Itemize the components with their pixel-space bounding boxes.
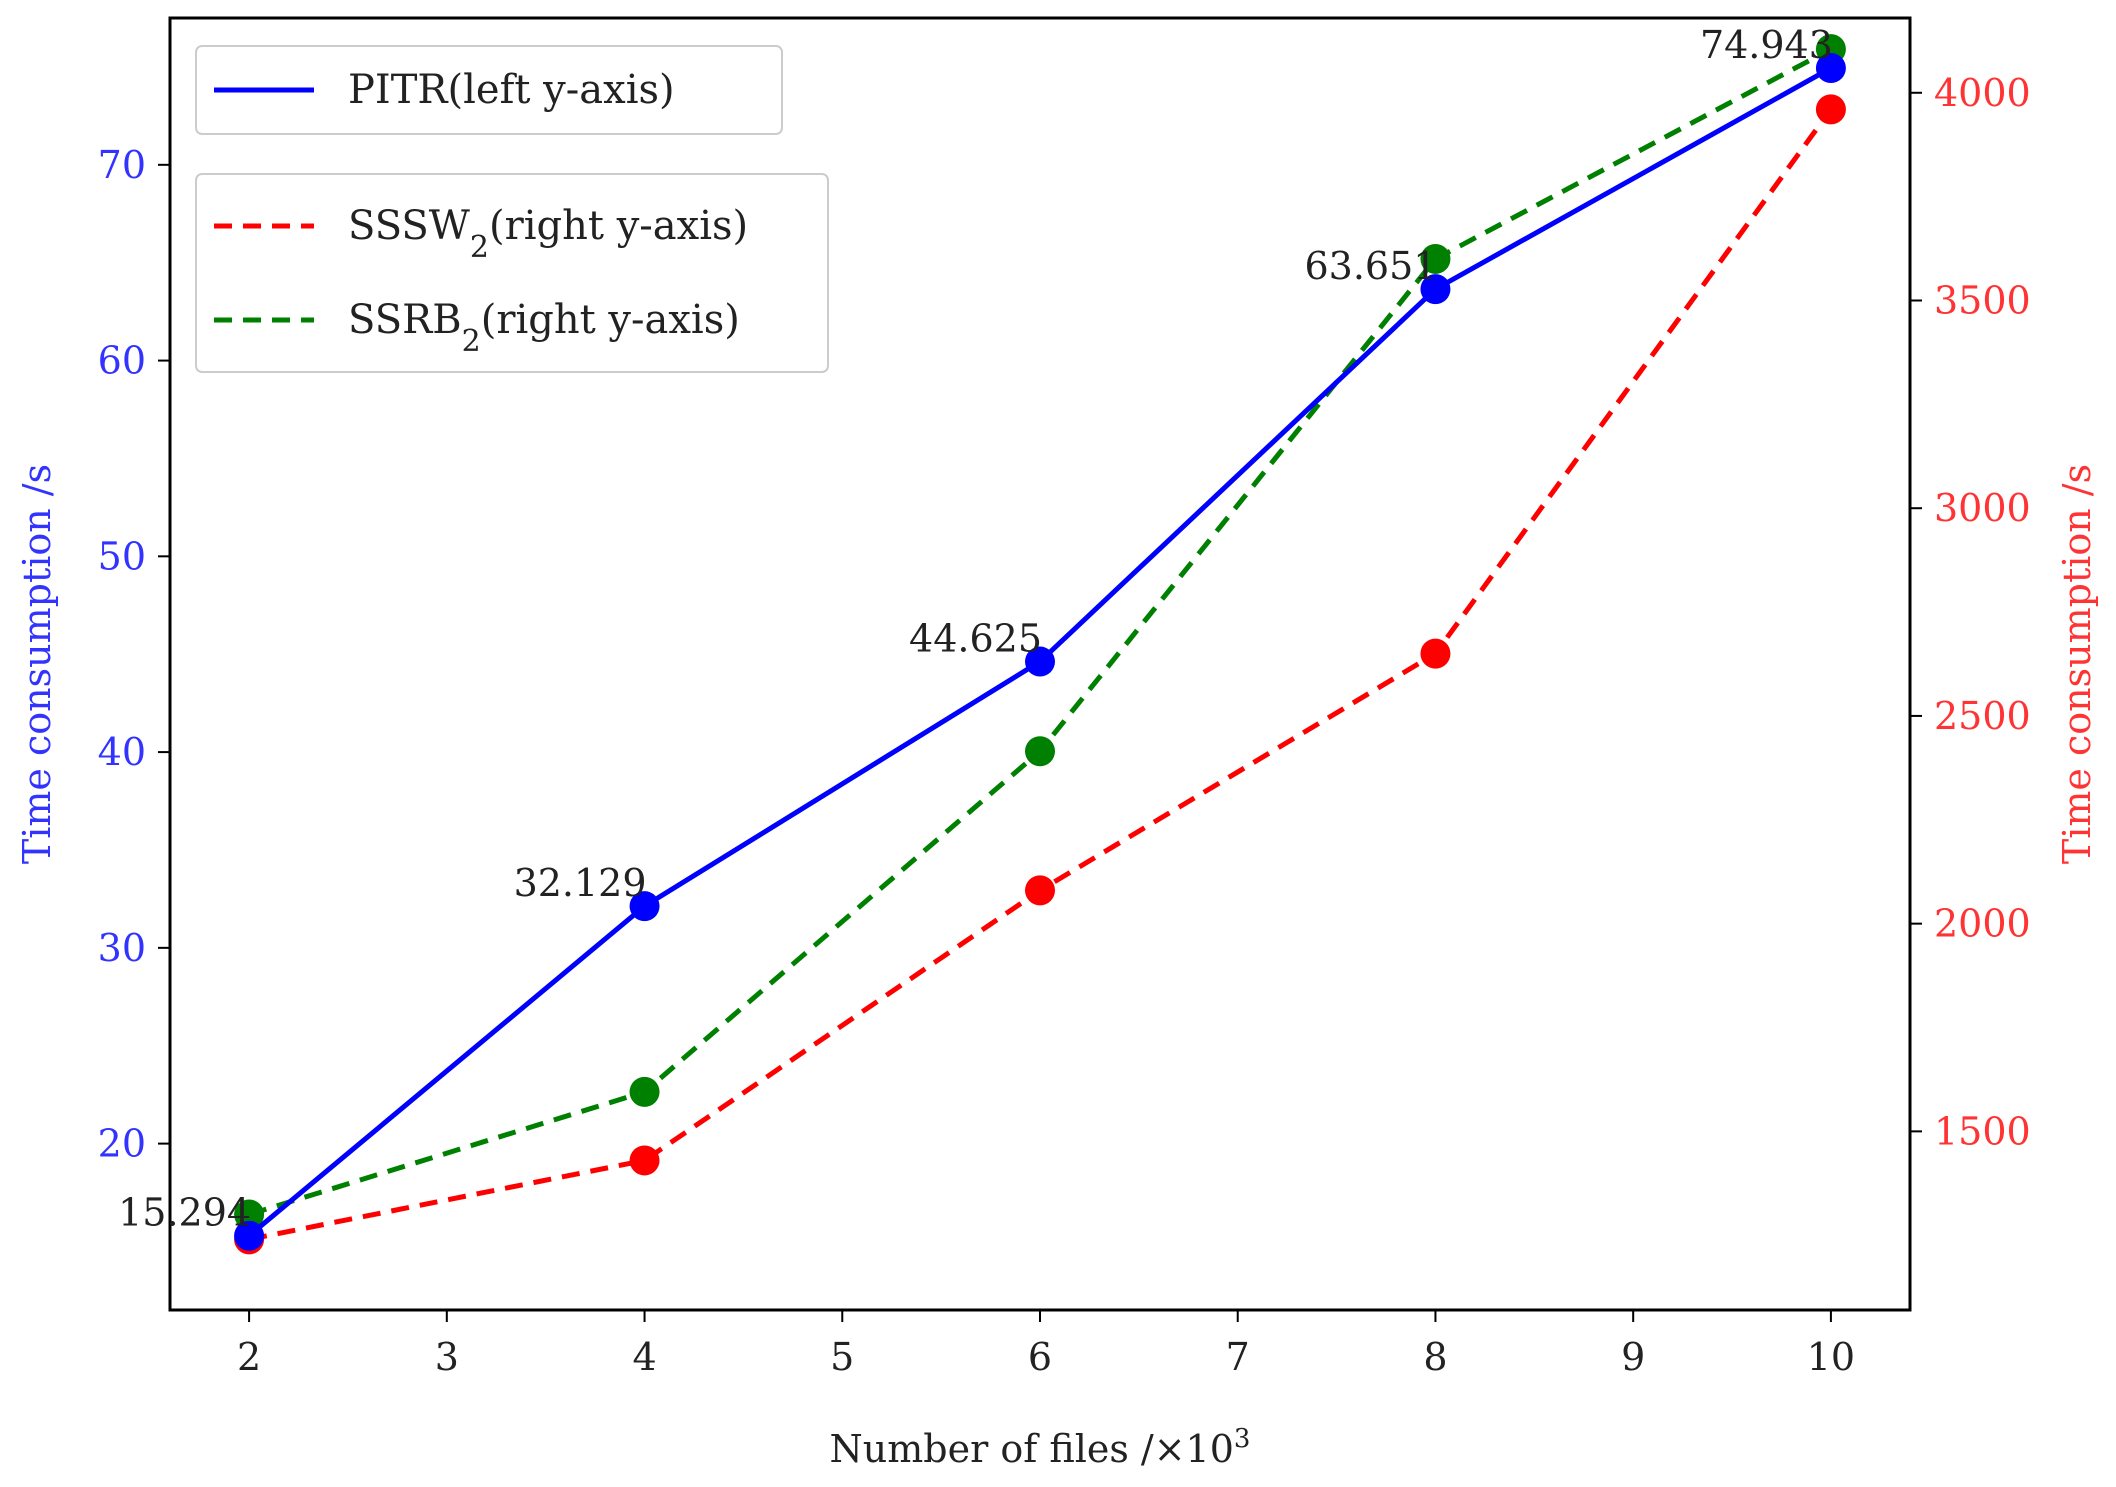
- left-tick-label: 20: [98, 1122, 146, 1166]
- series-1-point-1: [629, 1145, 660, 1176]
- legend-label-sssw2-sub: 2: [470, 230, 489, 265]
- legend-right-frame: [195, 173, 829, 373]
- legend-label-ssrb2-main: SSRB: [348, 297, 462, 343]
- series-2-point-2: [1025, 736, 1055, 767]
- right-tick-label: 2500: [1934, 694, 2031, 738]
- left-tick-label: 60: [98, 339, 146, 383]
- series-0-point-2: [1025, 646, 1055, 677]
- left-tick-label: 40: [98, 730, 146, 774]
- x-axis-label-exponent: 3: [1234, 1424, 1251, 1454]
- data-labels: 15.294 32.129 44.625 63.651 74.943: [118, 23, 1833, 1235]
- left-y-axis-label: Time consumption /s: [15, 464, 59, 864]
- left-y-axis-ticks: 20 30 40 50 60 70: [98, 143, 170, 1166]
- right-tick-label: 3000: [1934, 486, 2031, 530]
- left-tick-label: 30: [98, 926, 146, 970]
- x-tick-label: 10: [1807, 1335, 1855, 1379]
- right-tick-label: 2000: [1934, 902, 2031, 946]
- series-1-point-2: [1025, 875, 1055, 906]
- data-label-pitr: 74.943: [1700, 23, 1833, 67]
- x-axis-ticks: 2 3 4 5 6 7 8 9 10: [237, 1310, 1855, 1379]
- x-tick-label: 9: [1621, 1335, 1645, 1379]
- x-tick-label: 2: [237, 1335, 261, 1379]
- legend-label-sssw2-rest: (right y-axis): [489, 203, 748, 249]
- legend-label-pitr: PITR(left y-axis): [348, 67, 675, 113]
- legend-label-ssrb2-sub: 2: [462, 324, 481, 359]
- x-tick-label: 7: [1226, 1335, 1250, 1379]
- series-0-point-4: [1815, 53, 1846, 84]
- series-1-point-3: [1420, 638, 1451, 669]
- series-2-point-0: [234, 1199, 265, 1230]
- x-axis-label: Number of files /×103: [830, 1424, 1251, 1471]
- series-2-point-1: [629, 1076, 660, 1107]
- series-2-point-3: [1420, 243, 1451, 274]
- series-1-point-4: [1815, 94, 1846, 125]
- right-y-axis-label: Time consumption /s: [2055, 464, 2099, 864]
- legend-left: PITR(left y-axis): [195, 45, 783, 135]
- right-tick-label: 1500: [1934, 1109, 2031, 1153]
- series-0-point-3: [1420, 274, 1451, 305]
- legend-label-ssrb2: SSRB2(right y-axis): [348, 297, 740, 359]
- x-axis-label-main: Number of files /×10: [830, 1427, 1234, 1471]
- legend-label-sssw2-main: SSSW: [348, 203, 470, 249]
- right-y-axis-ticks: 1500 2000 2500 3000 3500 4000: [1910, 71, 2031, 1153]
- legend-left-frame: [195, 45, 783, 135]
- legend-right: SSSW2(right y-axis) SSRB2(right y-axis): [195, 173, 829, 373]
- x-tick-label: 3: [435, 1335, 459, 1379]
- series-layer: [234, 34, 1846, 1255]
- x-tick-label: 8: [1423, 1335, 1447, 1379]
- legend-label-ssrb2-rest: (right y-axis): [481, 297, 740, 343]
- series-0-point-0: [234, 1220, 265, 1251]
- legend-label-sssw2: SSSW2(right y-axis): [348, 203, 748, 265]
- left-tick-label: 50: [98, 534, 146, 578]
- x-tick-label: 5: [830, 1335, 854, 1379]
- data-label-pitr: 15.294: [118, 1191, 251, 1235]
- x-tick-label: 6: [1028, 1335, 1052, 1379]
- series-0-point-1: [629, 891, 660, 922]
- data-label-pitr: 44.625: [909, 617, 1042, 661]
- right-tick-label: 3500: [1934, 278, 2031, 322]
- data-label-pitr: 63.651: [1304, 244, 1437, 288]
- right-tick-label: 4000: [1934, 71, 2031, 115]
- left-tick-label: 70: [98, 143, 146, 187]
- data-label-pitr: 32.129: [514, 861, 647, 905]
- x-tick-label: 4: [632, 1335, 656, 1379]
